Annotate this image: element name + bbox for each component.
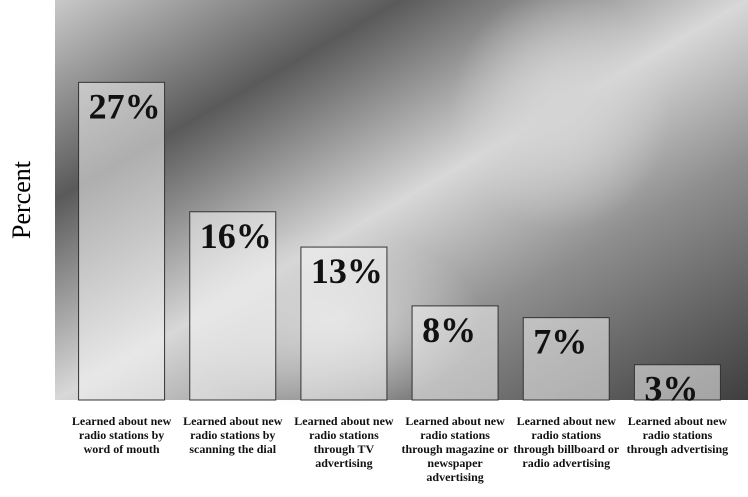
x-tick-label: Learned about new radio stations by scan… <box>183 414 283 456</box>
value-label: 7% <box>533 322 587 362</box>
bar <box>189 211 277 401</box>
x-tick-label: Learned about new radio stations through… <box>294 414 394 470</box>
x-tick-label: Learned about new radio stations through… <box>401 414 509 484</box>
photo-face <box>450 0 670 230</box>
bar <box>633 364 721 401</box>
bar <box>300 246 388 401</box>
value-label: 8% <box>422 310 476 350</box>
bar <box>411 305 499 401</box>
x-tick-label: Learned about new radio stations through… <box>513 414 620 470</box>
x-tick-label: Learned about new radio stations through… <box>626 414 729 456</box>
bar <box>522 317 610 401</box>
bar <box>78 81 166 401</box>
value-label: 13% <box>311 251 383 291</box>
value-label: 27% <box>89 86 161 126</box>
x-tick-label: Learned about new radio stations by word… <box>71 414 172 456</box>
y-axis-label: Percent <box>7 160 36 239</box>
value-label: 3% <box>644 369 698 409</box>
value-label: 16% <box>200 216 272 256</box>
